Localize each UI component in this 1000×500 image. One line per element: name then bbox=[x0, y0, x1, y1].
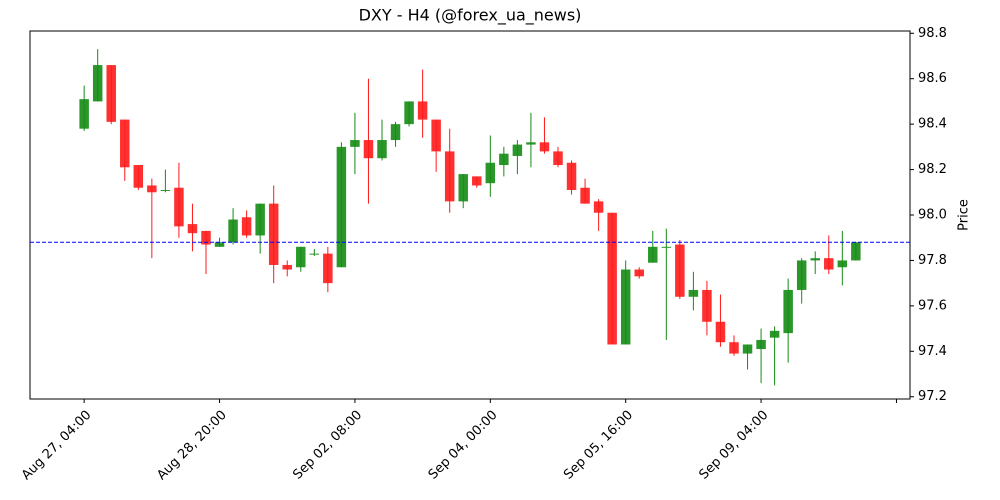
candle-body bbox=[350, 140, 360, 147]
candle-body bbox=[377, 140, 387, 159]
candle-body bbox=[810, 258, 820, 261]
candle-body bbox=[201, 230, 211, 245]
candle-body bbox=[796, 260, 807, 290]
candle-body bbox=[783, 289, 793, 334]
candle-body bbox=[147, 185, 157, 193]
candle-body bbox=[404, 101, 414, 125]
y-tick-label: 97.2 bbox=[918, 389, 947, 404]
candle-body bbox=[160, 190, 171, 192]
candle-body bbox=[715, 321, 726, 343]
candle-body bbox=[485, 162, 496, 184]
candle-body bbox=[309, 253, 320, 255]
candle-body bbox=[390, 124, 401, 141]
candle-body bbox=[255, 203, 265, 236]
candle-body bbox=[553, 151, 563, 166]
candle-body bbox=[648, 246, 658, 263]
y-tick-label: 97.4 bbox=[918, 344, 947, 359]
y-axis-label: Price bbox=[957, 199, 972, 231]
candle-body bbox=[444, 151, 455, 202]
candle-body bbox=[620, 269, 631, 345]
candle-body bbox=[837, 260, 848, 268]
x-tick-label: Aug 28, 20:00 bbox=[154, 408, 230, 484]
y-tick-label: 98.2 bbox=[918, 162, 947, 177]
chart-title: DXY - H4 (@forex_ua_news) bbox=[359, 6, 582, 26]
x-tick-label: Aug 27, 04:00 bbox=[19, 408, 95, 484]
candle-body bbox=[526, 142, 536, 145]
candle-body bbox=[133, 165, 144, 188]
candle-body bbox=[363, 140, 374, 159]
candle-body bbox=[769, 330, 780, 338]
candle-body bbox=[323, 253, 333, 284]
candle-body bbox=[431, 119, 441, 152]
y-tick-label: 98.6 bbox=[918, 71, 947, 86]
candle-body bbox=[756, 339, 766, 350]
candle-body bbox=[539, 142, 550, 152]
candle-body bbox=[336, 146, 347, 268]
candle-body bbox=[607, 212, 617, 345]
candle-body bbox=[688, 289, 699, 297]
candle-body bbox=[417, 101, 428, 120]
x-tick-label: Sep 05, 16:00 bbox=[561, 408, 636, 483]
y-tick-label: 97.8 bbox=[918, 253, 947, 268]
candle-body bbox=[742, 344, 753, 354]
candle-body bbox=[472, 176, 482, 186]
candle-body bbox=[92, 65, 103, 102]
candle-body bbox=[634, 269, 644, 277]
candle-body bbox=[282, 264, 292, 270]
x-tick-label: Sep 09, 04:00 bbox=[696, 408, 771, 483]
candle-body bbox=[228, 219, 238, 243]
candle-body bbox=[580, 187, 590, 204]
y-tick-label: 98.0 bbox=[918, 208, 947, 223]
candle-body bbox=[702, 289, 712, 322]
plot-frame bbox=[29, 30, 911, 400]
candle-body bbox=[512, 144, 523, 156]
candle-body bbox=[214, 242, 225, 247]
candle-body bbox=[268, 203, 279, 265]
candle-body bbox=[296, 246, 306, 268]
x-tick-label: Sep 04, 00:00 bbox=[426, 408, 501, 483]
x-tick-label: Sep 02, 08:00 bbox=[290, 408, 365, 483]
candle-body bbox=[106, 65, 116, 122]
candle-body bbox=[174, 187, 184, 227]
y-tick-label: 98.8 bbox=[918, 26, 947, 41]
candle-body bbox=[566, 162, 577, 191]
candle-body bbox=[499, 153, 509, 166]
candle-body bbox=[120, 119, 130, 168]
candle-body bbox=[187, 224, 198, 234]
candle-body bbox=[593, 201, 604, 213]
candle-body bbox=[79, 99, 89, 129]
candle-body bbox=[241, 217, 252, 236]
candle-body bbox=[824, 258, 834, 270]
y-tick-label: 97.6 bbox=[918, 298, 947, 313]
candle-body bbox=[729, 342, 739, 354]
candle-body bbox=[851, 242, 861, 261]
y-tick-label: 98.4 bbox=[918, 117, 947, 132]
candle-body bbox=[458, 174, 468, 202]
candle-body bbox=[661, 246, 672, 248]
candle-body bbox=[675, 244, 685, 297]
